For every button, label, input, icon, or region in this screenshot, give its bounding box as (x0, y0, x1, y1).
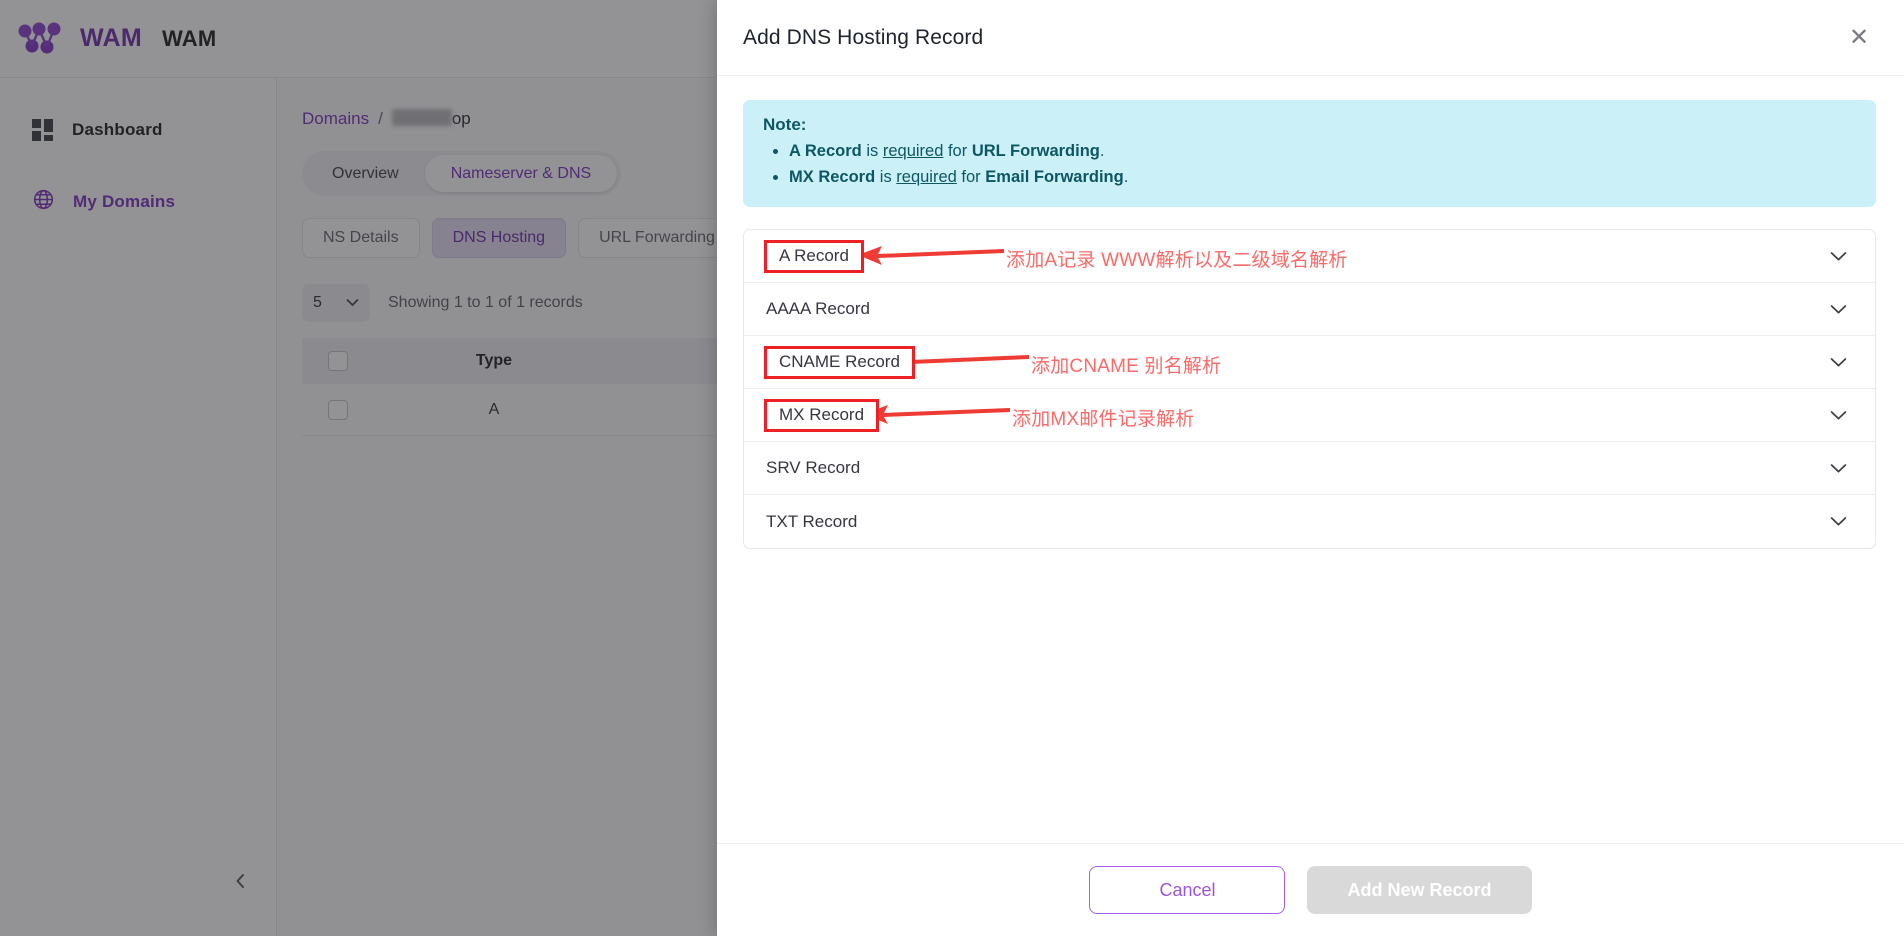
accordion-label: SRV Record (766, 458, 861, 478)
modal-footer: Cancel Add New Record (717, 843, 1904, 936)
note-item-end: . (1099, 142, 1105, 160)
note-item-mid2: for (956, 167, 986, 186)
close-icon[interactable]: ✕ (1848, 23, 1870, 51)
note-item-underline: required (896, 167, 957, 186)
accordion-row-mx-record[interactable]: MX Record 添加MX邮件记录解析 (744, 389, 1875, 443)
note-item-underline: required (882, 142, 944, 160)
chevron-down-icon[interactable] (1827, 245, 1849, 267)
note-item: A Record is required for URL Forwarding. (789, 139, 1856, 165)
note-item-bold-subject: MX Record (789, 167, 876, 186)
add-new-record-button[interactable]: Add New Record (1307, 866, 1532, 914)
accordion-label: TXT Record (766, 511, 858, 531)
note-list: A Record is required for URL Forwarding.… (763, 139, 1856, 190)
accordion-row-txt-record[interactable]: TXT Record (744, 495, 1875, 548)
note-item-mid2: for (943, 142, 972, 160)
cancel-button[interactable]: Cancel (1089, 866, 1286, 914)
annotation-mx-record: 添加MX邮件记录解析 (862, 400, 1195, 435)
note-item-bold-subject: A Record (789, 142, 862, 160)
add-dns-record-modal: Add DNS Hosting Record ✕ Note: A Record … (717, 0, 1904, 936)
accordion-label: MX Record (764, 398, 880, 432)
record-type-accordion: A Record 添加A记录 WWW解析以及二级域名解析 (743, 229, 1876, 550)
annotation-text: 添加MX邮件记录解析 (1012, 409, 1195, 431)
accordion-label: AAAA Record (766, 299, 870, 319)
note-title: Note: (763, 115, 807, 134)
chevron-down-icon[interactable] (1827, 298, 1849, 320)
accordion-label: CNAME Record (764, 345, 915, 379)
accordion-row-aaaa-record[interactable]: AAAA Record (744, 283, 1875, 337)
chevron-down-icon[interactable] (1827, 511, 1849, 533)
note-item-mid: is (861, 142, 883, 160)
note-item-end: . (1123, 167, 1129, 186)
accordion-row-srv-record[interactable]: SRV Record (744, 442, 1875, 496)
accordion-row-a-record[interactable]: A Record 添加A记录 WWW解析以及二级域名解析 (744, 230, 1875, 284)
arrow-left-icon (856, 241, 1006, 276)
annotation-cname-record: 添加CNAME 别名解析 (889, 347, 1221, 382)
modal-header: Add DNS Hosting Record ✕ (717, 0, 1904, 76)
arrow-left-icon (862, 400, 1012, 435)
chevron-down-icon[interactable] (1827, 404, 1849, 426)
note-item: MX Record is required for Email Forwardi… (789, 165, 1856, 191)
note-item-mid: is (875, 167, 897, 186)
chevron-down-icon[interactable] (1827, 457, 1849, 479)
annotation-text: 添加A记录 WWW解析以及二级域名解析 (1006, 250, 1348, 272)
chevron-down-icon[interactable] (1827, 351, 1849, 373)
annotation-text: 添加CNAME 别名解析 (1031, 356, 1222, 378)
modal-body: Note: A Record is required for URL Forwa… (717, 76, 1904, 843)
accordion-label: A Record (764, 239, 864, 273)
note-item-bold-object: Email Forwarding (985, 167, 1124, 186)
modal-backdrop[interactable] (0, 0, 717, 936)
annotation-a-record: 添加A记录 WWW解析以及二级域名解析 (856, 241, 1348, 276)
accordion-row-cname-record[interactable]: CNAME Record 添加CNAME 别名解析 (744, 336, 1875, 390)
note-callout: Note: A Record is required for URL Forwa… (743, 100, 1876, 208)
modal-title: Add DNS Hosting Record (743, 25, 984, 49)
note-item-bold-object: URL Forwarding (971, 142, 1100, 160)
